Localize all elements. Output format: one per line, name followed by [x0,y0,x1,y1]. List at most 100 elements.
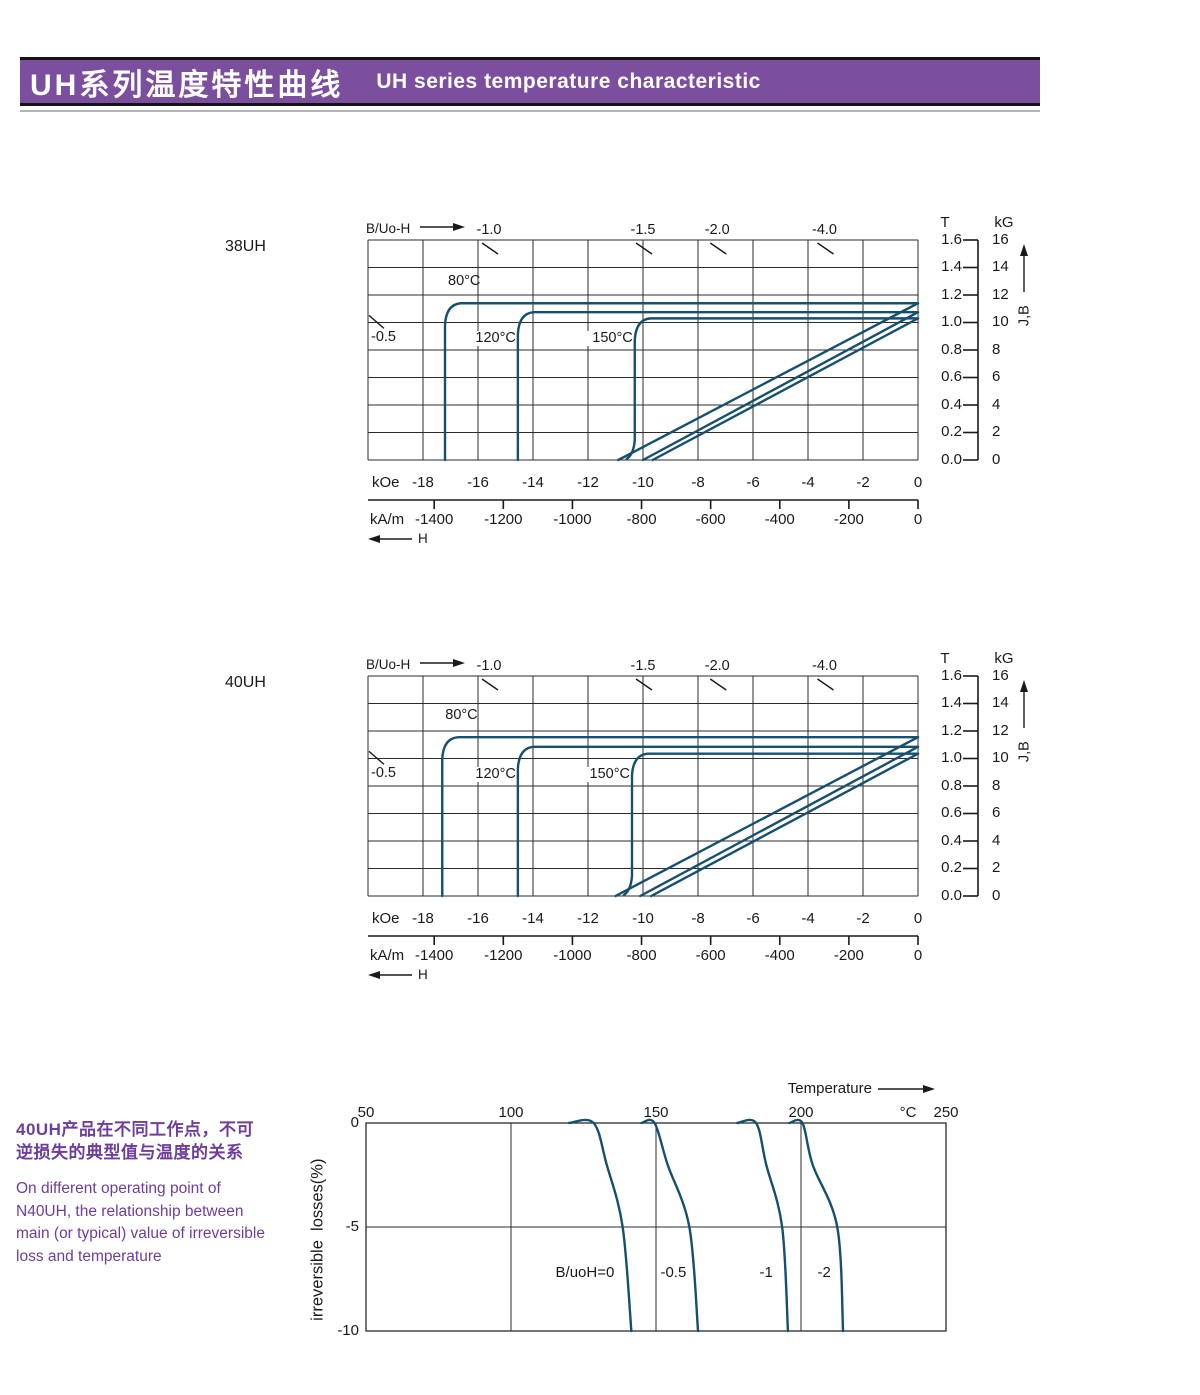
side-note-zh-line2: 逆损失的典型值与温度的关系 [16,1143,244,1162]
side-note-zh: 40UH产品在不同工作点，不可 逆损失的典型值与温度的关系 [16,1118,316,1164]
x-tick-koe: -4 [801,910,815,927]
x-tick-c: 250 [933,1104,959,1121]
y-tick-kg: 4 [992,831,1001,849]
x-tick-kam: -400 [764,947,795,964]
x-axis-unit-koe: kOe [372,474,400,491]
y-tick-kg: 8 [992,776,1001,794]
y-tick-pct: 0 [350,1113,359,1131]
y-tick-t: 0.6 [941,804,962,822]
y-tick-kg: 2 [992,423,1001,441]
side-note-en-line3: main (or typical) value of irreversible [16,1225,265,1242]
curve-label-80c: 80°C [448,273,481,290]
x-tick-koe: -8 [691,910,705,927]
y-tick-t: 1.6 [941,666,962,684]
x-tick-koe: -10 [632,910,654,927]
y-tick-kg: 8 [992,340,1001,358]
y-tick-t: 0.0 [941,886,962,904]
curve-label-temp: 120°C [469,766,516,783]
load-line-label: -1.5 [630,222,656,238]
header-banner: UH系列温度特性曲线 UH series temperature charact… [20,57,1040,106]
y-tick-t: 1.0 [941,749,962,767]
x-tick-koe: -8 [691,474,705,491]
x-tick-koe: -12 [577,910,599,927]
chart-title-38uh: 38UH [225,238,266,255]
curve-B-120°C [641,310,920,462]
y-tick-kg: 14 [992,258,1009,276]
load-line-tick [817,678,834,691]
y-tick-t: 0.2 [941,423,962,441]
x-tick-koe: 0 [913,474,923,491]
curve-B-80°C [617,302,920,462]
load-line-label: -1.0 [476,222,502,238]
x-tick-kam: -1400 [415,511,454,528]
temperature-arrowhead [923,1085,935,1093]
loss-curve-label: -0.5 [660,1263,687,1281]
load-line-label: -0.5 [371,765,396,782]
side-note-en: On different operating point of N40UH, t… [16,1178,316,1268]
load-line-tick [368,314,385,329]
load-line-tick [709,242,727,255]
x-tick-kam: -1000 [553,947,592,964]
x-tick-kam: -400 [764,511,795,528]
y-tick-kg: 10 [992,749,1009,767]
curve-J-80°C [441,735,920,898]
side-note: 40UH产品在不同工作点，不可 逆损失的典型值与温度的关系 On differe… [16,1118,316,1268]
side-note-zh-line1: 40UH产品在不同工作点，不可 [16,1120,254,1139]
x-tick-kam: -800 [626,511,657,528]
x-axis-unit-kam: kA/m [370,947,405,964]
load-line-label: -4.0 [812,222,837,238]
x-axis-unit-kam: kA/m [370,511,405,528]
curve-label-temp: 120°C [469,330,516,347]
y-tick-kg: 2 [992,859,1001,877]
x-tick-kam: -200 [833,511,864,528]
curve-J-120°C [516,745,920,898]
x-tick-koe: -2 [856,910,870,927]
top-axis-label: B/Uo-H [366,221,411,236]
curve-label-80c: 80°C [445,707,478,724]
x-axis-label-temperature: Temperature [787,1080,872,1097]
y-tick-kg: 16 [992,230,1009,248]
y-axis-label-jb: J,B [1016,741,1033,763]
top-axis-arrowhead [453,223,465,231]
y-axis-unit-t: T [940,650,950,667]
page-title-en: UH series temperature characteristic [376,69,761,93]
y-tick-kg: 16 [992,666,1009,684]
x-tick-koe: -2 [856,474,870,491]
load-line-label: -4.0 [812,658,837,674]
jb-arrowhead [1020,244,1028,256]
x-tick-c: 100 [498,1104,524,1121]
load-line-label: -1.5 [630,658,656,674]
curve-J-150°C [622,752,920,897]
y-tick-kg: 0 [992,450,1001,468]
x-tick-koe: -6 [746,910,760,927]
x-tick-kam: -600 [695,947,726,964]
load-line-tick [368,750,385,765]
x-tick-koe: -10 [632,474,654,491]
y-tick-t: 0.2 [941,859,962,877]
y-tick-kg: 0 [992,886,1001,904]
y-tick-t: 1.2 [941,721,962,739]
y-tick-t: 0.8 [941,340,962,358]
y-axis-label-losses: irreversible losses(%) [308,1158,327,1321]
loss-curve-label: -1 [759,1263,773,1281]
loss-curve--1 [736,1118,790,1333]
y-tick-t: 0.6 [941,368,962,386]
curve-label-temp: 150°C [584,766,630,783]
page-title-zh: UH系列温度特性曲线 [30,68,344,102]
loss-curve-B/uoH=0 [567,1118,633,1333]
chart-title-40uh: 40UH [225,674,266,691]
side-note-en-line2: N40UH, the relationship between [16,1202,244,1220]
y-tick-pct: -10 [337,1321,359,1339]
curve-J-150°C [625,317,920,461]
load-line-label: -0.5 [371,329,396,346]
x-tick-kam: -1200 [484,947,523,964]
y-tick-t: 0.4 [941,831,962,849]
x-tick-kam: -800 [626,947,657,964]
x-axis-unit-koe: kOe [372,910,400,927]
load-line-label: -2.0 [704,658,730,674]
x-tick-kam: 0 [913,947,923,964]
curve-label-temp: 150°C [586,330,633,347]
x-tick-koe: 0 [913,910,923,927]
y-tick-kg: 10 [992,313,1009,331]
loss-curve-label: -2 [817,1263,831,1281]
